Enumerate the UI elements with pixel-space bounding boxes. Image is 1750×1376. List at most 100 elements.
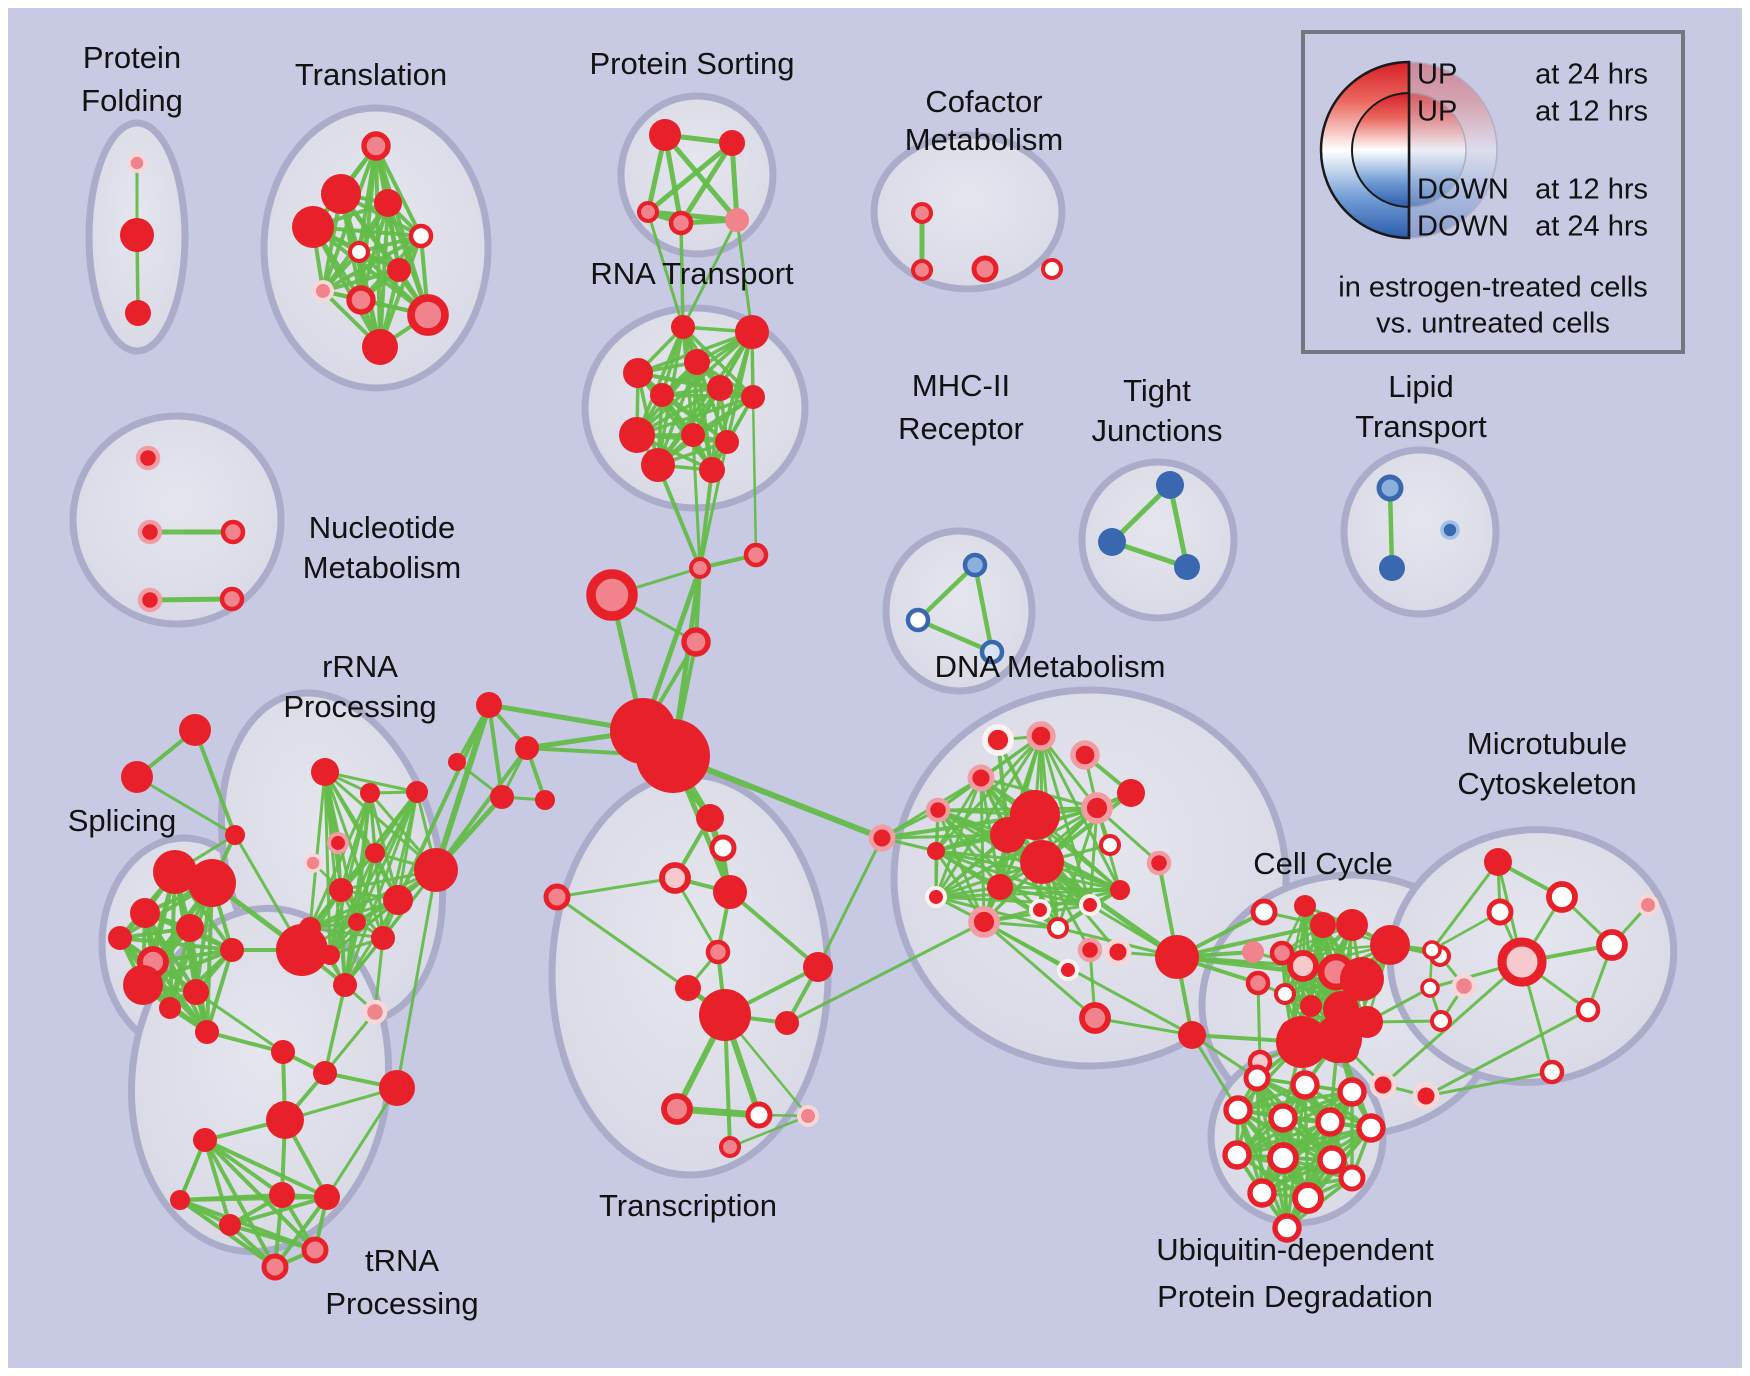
network-edge <box>195 990 284 1054</box>
network-edge <box>229 1195 328 1227</box>
network-edge <box>119 936 233 952</box>
network-node-d11 <box>927 842 945 860</box>
network-edge <box>935 895 1059 930</box>
network-edge <box>149 596 233 603</box>
network-node-g1 <box>1276 1016 1328 1068</box>
network-node-s11 <box>195 1020 219 1044</box>
network-edge <box>786 920 985 1025</box>
network-node-d15 <box>1028 898 1052 922</box>
network-node-c1 <box>1250 898 1278 926</box>
network-node-n14 <box>718 1135 742 1159</box>
network-node-u5 <box>1268 1103 1298 1133</box>
network-node-r4 <box>326 831 350 855</box>
network-node-s10 <box>159 997 181 1019</box>
network-node-tj2 <box>1098 528 1126 556</box>
network-node-q9 <box>301 1236 329 1264</box>
network-node-h3 <box>586 569 638 621</box>
network-node-t10 <box>407 294 449 336</box>
network-node-rt6 <box>650 383 674 407</box>
cluster-label-tight-junctions: Tight <box>1123 373 1191 408</box>
network-edge <box>917 617 993 655</box>
network-node-rt7 <box>741 385 765 409</box>
network-node-mh1 <box>962 552 988 578</box>
network-node-rt3 <box>684 349 710 375</box>
network-node-n13 <box>796 1104 820 1128</box>
cluster-label-splicing: Splicing <box>68 803 177 838</box>
network-node-r14 <box>276 924 328 976</box>
cluster-label-mhc-ii-receptor: MHC-II <box>912 368 1010 403</box>
network-node-n1 <box>696 804 724 832</box>
network-edge <box>881 833 1009 840</box>
network-edge <box>710 387 722 471</box>
network-node-cf1 <box>910 201 934 225</box>
legend-time-2: at 12 hrs <box>1535 174 1648 206</box>
cluster-label-trna-processing: tRNA <box>365 1243 439 1278</box>
network-node-q1 <box>271 1040 295 1064</box>
cluster-label-lipid-transport: Transport <box>1355 409 1487 444</box>
network-edge <box>206 1030 284 1054</box>
network-node-rt11 <box>641 448 675 482</box>
network-node-d1 <box>982 724 1014 756</box>
network-node-r1 <box>311 758 339 786</box>
network-edge <box>728 890 820 969</box>
network-edge <box>204 1138 328 1199</box>
network-node-r2 <box>360 783 380 803</box>
network-node-h15 <box>535 790 555 810</box>
cluster-label-ubiquitin-degradation: Protein Degradation <box>1157 1279 1433 1314</box>
network-edge <box>309 926 384 940</box>
network-edge <box>679 222 685 328</box>
network-edge <box>322 268 400 293</box>
network-edge <box>660 393 729 444</box>
network-node-d10 <box>1020 840 1064 884</box>
network-node-t6 <box>347 240 371 264</box>
network-node-ps1 <box>649 119 681 151</box>
network-edge <box>1007 833 1121 892</box>
network-node-pf3 <box>125 300 151 326</box>
network-node-d22 <box>1056 958 1080 982</box>
network-node-cf2 <box>910 258 934 282</box>
network-edge <box>646 211 685 328</box>
network-node-n8 <box>803 952 833 982</box>
network-node-t8 <box>311 279 335 303</box>
network-node-ps2 <box>719 130 745 156</box>
network-node-s9 <box>220 938 244 962</box>
network-edge <box>395 869 438 1089</box>
legend-box <box>1301 30 1685 354</box>
network-edge <box>179 1195 328 1202</box>
network-node-lp2 <box>1379 555 1405 581</box>
network-node-cf3 <box>971 255 999 283</box>
network-node-m8 <box>1575 997 1601 1023</box>
network-node-d17 <box>968 906 1000 938</box>
network-edge <box>284 1086 398 1122</box>
network-edge <box>1430 861 1500 951</box>
network-edge <box>368 792 400 901</box>
network-node-d12 <box>1098 833 1122 857</box>
network-node-p1 <box>1369 1071 1397 1099</box>
network-node-h14 <box>490 785 514 809</box>
network-node-q8 <box>219 1214 241 1236</box>
network-edge <box>1236 1120 1331 1157</box>
network-node-rt12 <box>699 457 725 483</box>
network-node-s3 <box>130 898 160 928</box>
network-node-d13 <box>987 874 1013 900</box>
network-node-lp3 <box>1440 520 1460 540</box>
network-edge <box>936 809 1002 888</box>
network-edge <box>678 141 735 225</box>
network-edge <box>373 937 385 1013</box>
network-node-g2 <box>1314 1015 1362 1063</box>
network-node-c3 <box>1310 912 1336 938</box>
network-node-c6 <box>1242 941 1264 963</box>
network-edge <box>916 563 977 622</box>
network-node-t4 <box>292 206 334 248</box>
network-node-rt8 <box>619 417 655 453</box>
network-edge <box>935 849 1091 907</box>
network-edge <box>656 464 702 569</box>
legend-circle-inner-left <box>1351 91 1410 209</box>
legend-direction-0: UP <box>1417 59 1457 91</box>
network-node-d24 <box>1079 1002 1111 1034</box>
network-node-tj3 <box>1174 554 1200 580</box>
network-node-h7 <box>543 883 571 911</box>
network-node-t3 <box>374 189 402 217</box>
network-edge <box>323 984 347 1074</box>
network-node-tg3 <box>225 825 245 845</box>
